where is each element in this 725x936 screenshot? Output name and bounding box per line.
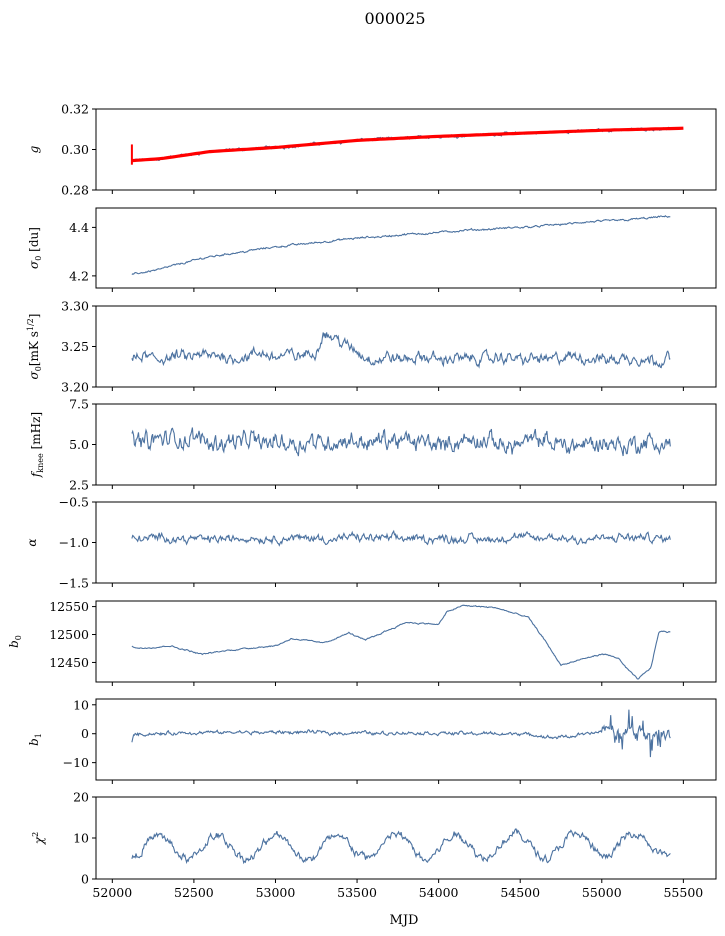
y-tick-label: 3.20	[61, 380, 89, 395]
series-line-b1	[131, 709, 671, 758]
y-axis-label-sigma0-mk: σ0[mK s1/2]	[26, 314, 43, 380]
y-tick-label: 20	[73, 790, 89, 805]
y-tick-label: 12450	[49, 655, 89, 670]
series-line-fknee	[131, 427, 671, 457]
y-axis-label-b0: b0	[7, 635, 23, 648]
x-tick-label: 54000	[419, 885, 459, 900]
y-axis-label-alpha: α	[25, 538, 39, 546]
y-tick-label: 4.2	[69, 268, 89, 283]
y-axis-label-b1: b1	[27, 733, 43, 746]
panel-frame-alpha	[95, 501, 717, 584]
y-axis-label-chi2: χ2	[31, 832, 46, 845]
y-tick-label: 0	[81, 872, 89, 887]
y-tick-label: −0.5	[59, 495, 89, 510]
y-tick-label: 0.28	[61, 183, 89, 198]
series-line-chi2	[131, 828, 671, 865]
y-tick-label: −10	[63, 755, 89, 770]
series-line-sigma0-mk	[131, 332, 671, 369]
chart-title: 000025	[364, 9, 425, 28]
series-line-b0	[131, 604, 671, 680]
overlay-line-g	[131, 126, 684, 163]
series-line-alpha	[131, 529, 671, 547]
y-tick-label: 12500	[49, 627, 89, 642]
y-tick-label: 10	[73, 697, 89, 712]
y-tick-label: 7.5	[69, 397, 89, 412]
panel-frame-sigma0-mk	[95, 305, 717, 388]
x-tick-label: 53000	[256, 885, 296, 900]
y-tick-label: 2.5	[69, 478, 89, 493]
y-tick-label: −1.5	[59, 576, 89, 591]
y-tick-label: 4.4	[69, 220, 89, 235]
y-tick-label: 5.0	[69, 437, 89, 452]
panel-frame-b0	[95, 600, 717, 683]
series-line-sigma0-du	[131, 215, 671, 276]
y-tick-label: 0.30	[61, 142, 89, 157]
x-tick-label: 55500	[663, 885, 703, 900]
y-axis-label-fknee: fknee [mHz]	[29, 412, 45, 478]
x-tick-label: 54500	[500, 885, 540, 900]
x-tick-label: 52500	[174, 885, 214, 900]
x-tick-label: 53500	[337, 885, 377, 900]
y-axis-label-g: g	[27, 145, 41, 153]
y-tick-label: 10	[73, 831, 89, 846]
panel-frame-sigma0-du	[95, 207, 717, 289]
y-axis-label-sigma0-du: σ0 [du]	[27, 227, 43, 269]
x-tick-label: 55000	[582, 885, 622, 900]
panel-frame-g	[95, 108, 717, 191]
chart-panels: 0.28 0.30 0.32 g 4.2 4.4 σ0 [du] 3.20 3.25 3.30 σ0…	[7, 102, 717, 900]
x-axis-label: MJD	[390, 913, 419, 928]
y-tick-label: 12550	[49, 599, 89, 614]
y-tick-label: 0.32	[61, 102, 89, 117]
y-tick-label: −1.0	[59, 535, 89, 550]
x-tick-label: 52000	[92, 885, 132, 900]
panel-frame-b1	[95, 698, 717, 781]
y-tick-label: 3.30	[61, 299, 89, 314]
y-tick-label: 0	[81, 726, 89, 741]
y-tick-label: 3.25	[61, 339, 89, 354]
